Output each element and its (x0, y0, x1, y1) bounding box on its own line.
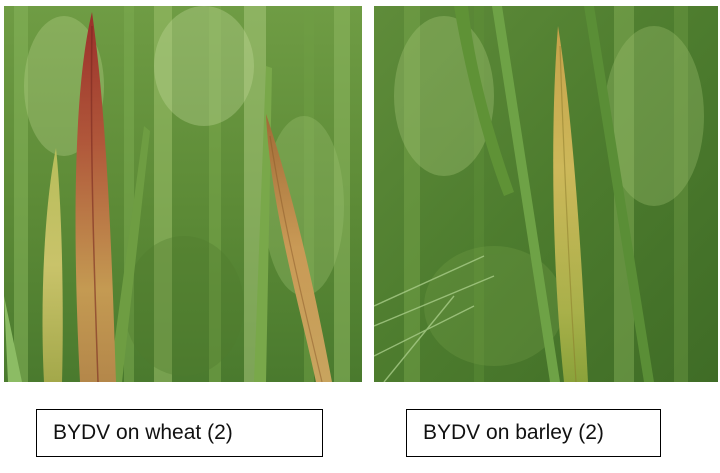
barley-photo (374, 6, 718, 382)
wheat-photo (4, 6, 362, 382)
barley-caption-text: BYDV on barley (2) (423, 421, 604, 444)
barley-caption: BYDV on barley (2) (406, 409, 661, 457)
wheat-caption: BYDV on wheat (2) (36, 409, 323, 457)
wheat-caption-text: BYDV on wheat (2) (53, 421, 233, 444)
